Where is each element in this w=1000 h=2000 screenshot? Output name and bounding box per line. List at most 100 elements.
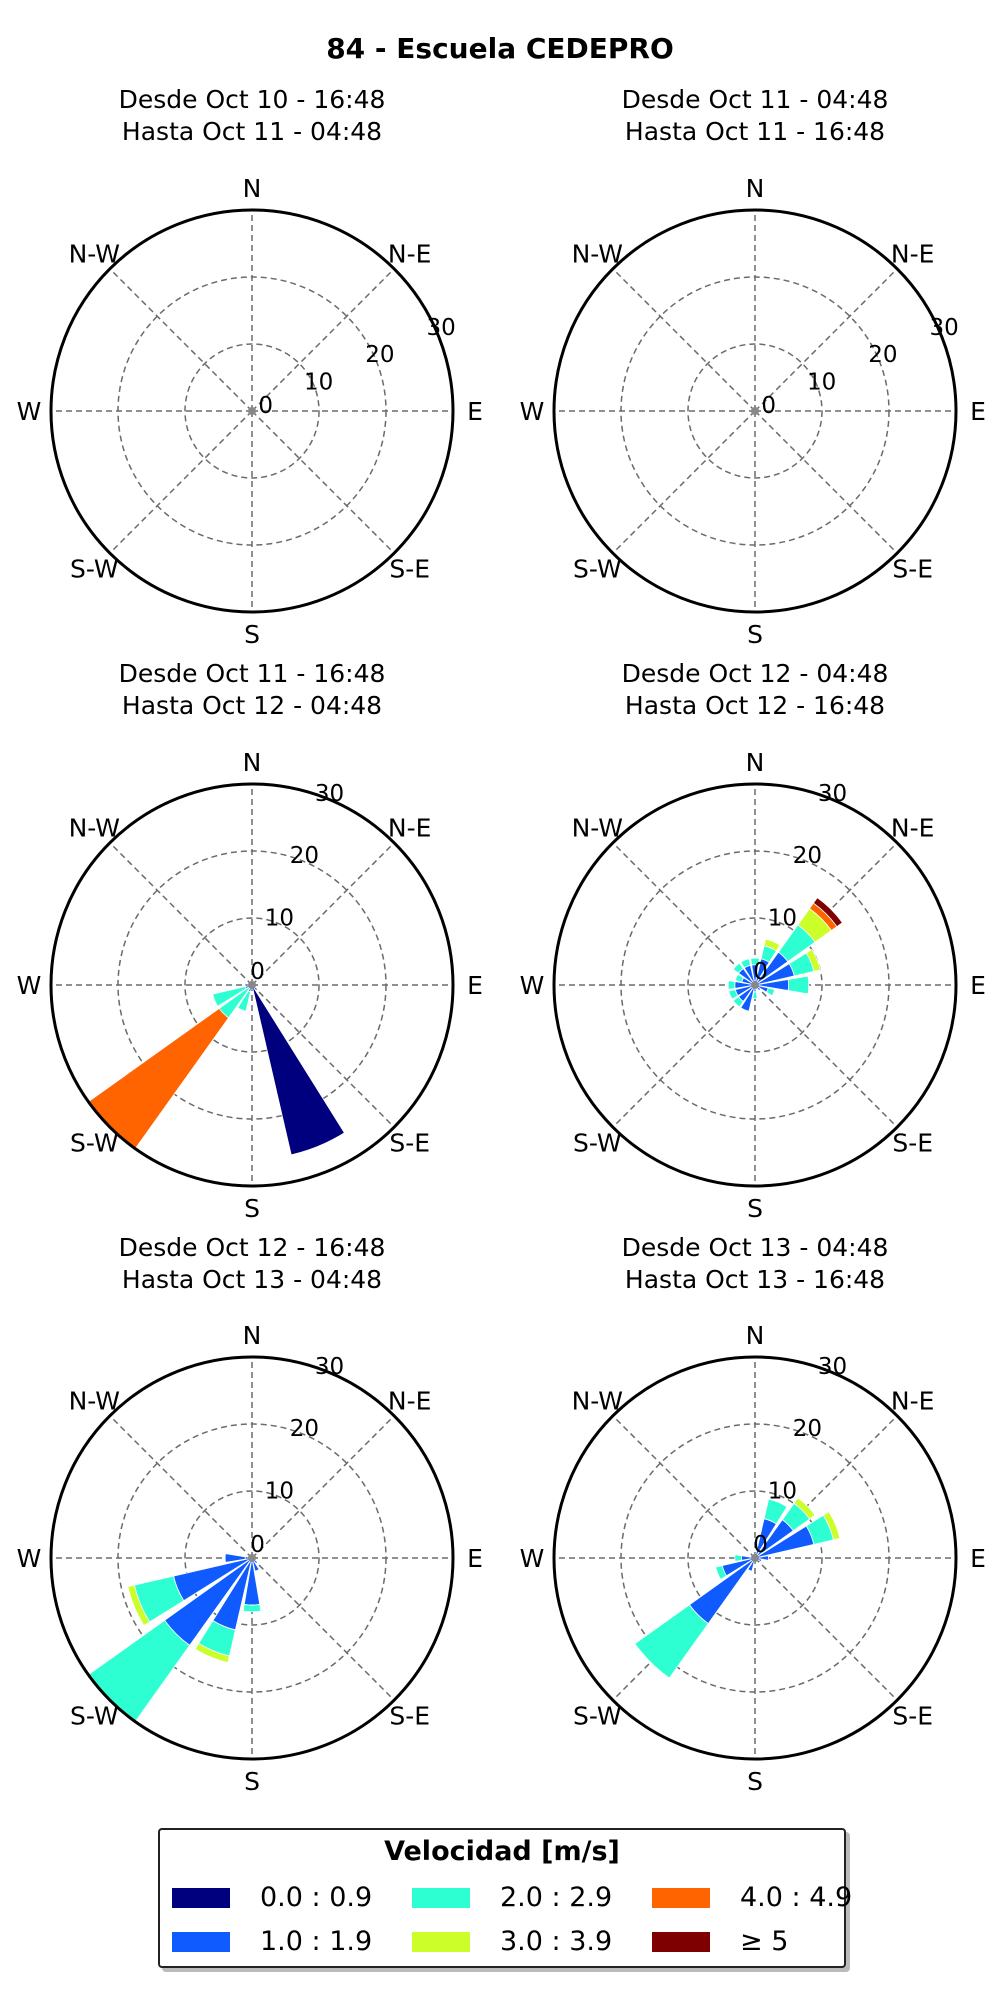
compass-label: N-E (388, 1386, 432, 1415)
compass-label: S-W (573, 1129, 622, 1158)
wind-bar-segment (242, 1603, 262, 1613)
compass-label: W (520, 397, 545, 426)
compass-label: W (17, 971, 42, 1000)
radial-tick-label: 30 (426, 315, 455, 341)
grid-circle (184, 1490, 320, 1626)
radial-tick-label: 30 (929, 315, 958, 341)
radial-tick-label: 30 (315, 1354, 344, 1380)
panel-subtitle-to: Hasta Oct 13 - 16:48 (625, 1265, 885, 1294)
radial-tick-label: 30 (818, 1354, 847, 1380)
compass-label: E (467, 1544, 483, 1573)
wind-bar-segment (732, 962, 744, 974)
wind-bar-segment (763, 1498, 788, 1525)
radial-tick-label: 0 (258, 393, 273, 419)
radial-tick-label: 10 (768, 1478, 797, 1504)
compass-label: E (970, 1544, 986, 1573)
compass-label: S (747, 620, 763, 649)
radial-tick-label: 0 (250, 1532, 265, 1558)
compass-label: S-W (573, 1702, 622, 1731)
legend-item: 4.0 : 4.9 (652, 1880, 882, 1916)
compass-label: S-E (892, 1129, 933, 1158)
wind-rose-panel: Desde Oct 10 - 16:48 Hasta Oct 11 - 04:48… (17, 85, 483, 649)
legend-label: 2.0 : 2.9 (500, 1882, 613, 1913)
legend-label: 0.0 : 0.9 (260, 1882, 373, 1913)
compass-label: S (244, 1194, 260, 1223)
center-marker (751, 1554, 759, 1562)
panel-subtitle-from: Desde Oct 11 - 16:48 (119, 659, 386, 688)
panel-subtitle-to: Hasta Oct 11 - 04:48 (122, 117, 382, 146)
wind-bar-segment (732, 996, 744, 1008)
grid-spoke (251, 1415, 395, 1559)
compass-label: N-W (572, 813, 623, 842)
legend-label: ≥ 5 (740, 1926, 789, 1957)
compass-label: E (467, 971, 483, 1000)
wind-bar-segment (740, 958, 751, 969)
grid-circle (687, 1490, 823, 1626)
compass-label: S-E (389, 555, 430, 584)
wind-bar-segment (194, 1642, 230, 1664)
panel-subtitle-from: Desde Oct 10 - 16:48 (119, 85, 386, 114)
wind-bar-segment (787, 975, 810, 995)
legend: Velocidad [m/s] 0.0 : 0.9 1.0 : 1.9 2.0 … (158, 1828, 852, 1968)
wind-bar-segment (763, 938, 781, 952)
wind-bar-segment (805, 948, 821, 972)
compass-label: N-E (891, 813, 935, 842)
compass-label: S-W (573, 555, 622, 584)
radial-tick-label: 30 (818, 781, 847, 807)
center-marker (248, 1554, 256, 1562)
panel-subtitle-from: Desde Oct 12 - 04:48 (622, 659, 889, 688)
radial-tick-label: 0 (753, 959, 768, 985)
radial-tick-label: 10 (807, 369, 836, 395)
panel-subtitle-to: Hasta Oct 13 - 04:48 (122, 1265, 382, 1294)
outer-circle (49, 782, 455, 1188)
wind-rose-panel: Desde Oct 12 - 04:48 Hasta Oct 12 - 16:48… (520, 659, 986, 1223)
panel-subtitle-to: Hasta Oct 11 - 16:48 (625, 117, 885, 146)
compass-label: N (746, 174, 765, 203)
grid-spoke (612, 842, 756, 986)
legend-item: 3.0 : 3.9 (412, 1924, 642, 1960)
legend-title: Velocidad [m/s] (384, 1836, 620, 1867)
compass-label: S-W (70, 555, 119, 584)
wind-bar-segment (212, 986, 247, 1007)
grid-spoke (251, 268, 395, 412)
grid-circle (687, 917, 823, 1053)
wind-rose-panel: Desde Oct 12 - 16:48 Hasta Oct 13 - 04:48… (17, 1233, 483, 1796)
compass-label: E (467, 397, 483, 426)
compass-label: S-E (389, 1702, 430, 1731)
compass-label: S-E (892, 555, 933, 584)
compass-label: N (243, 748, 262, 777)
wind-bar-segment (734, 973, 745, 983)
legend-swatch (172, 1888, 230, 1908)
legend-swatch (172, 1932, 230, 1952)
chart-title: 84 - Escuela CEDEPRO (326, 32, 674, 65)
radial-tick-label: 20 (290, 843, 319, 869)
center-marker (751, 407, 759, 415)
compass-label: N-E (891, 239, 935, 268)
outer-circle (552, 208, 958, 614)
compass-label: W (17, 397, 42, 426)
radial-tick-label: 10 (304, 369, 333, 395)
wind-rose-panel: Desde Oct 11 - 16:48 Hasta Oct 12 - 04:48… (17, 659, 483, 1223)
radial-tick-label: 10 (265, 1478, 294, 1504)
legend-item: 2.0 : 2.9 (412, 1880, 642, 1916)
grid-spoke (754, 1557, 898, 1701)
grid-circle (184, 343, 320, 479)
grid-spoke (251, 984, 395, 1128)
radial-tick-label: 20 (793, 1416, 822, 1442)
compass-label: N (746, 748, 765, 777)
compass-label: W (17, 1544, 42, 1573)
compass-label: N-W (69, 813, 120, 842)
compass-label: S (747, 1194, 763, 1223)
wind-bar-segment (715, 1565, 728, 1580)
compass-label: S (244, 1767, 260, 1796)
grid-spoke (754, 984, 898, 1128)
compass-label: W (520, 971, 545, 1000)
radial-tick-label: 20 (365, 342, 394, 368)
panel-subtitle-from: Desde Oct 12 - 16:48 (119, 1233, 386, 1262)
legend-item: 0.0 : 0.9 (172, 1880, 402, 1916)
grid-spoke (109, 410, 253, 554)
compass-label: N (243, 1321, 262, 1350)
legend-swatch (652, 1932, 710, 1952)
radial-tick-label: 20 (868, 342, 897, 368)
legend-item: ≥ 5 (652, 1924, 882, 1960)
